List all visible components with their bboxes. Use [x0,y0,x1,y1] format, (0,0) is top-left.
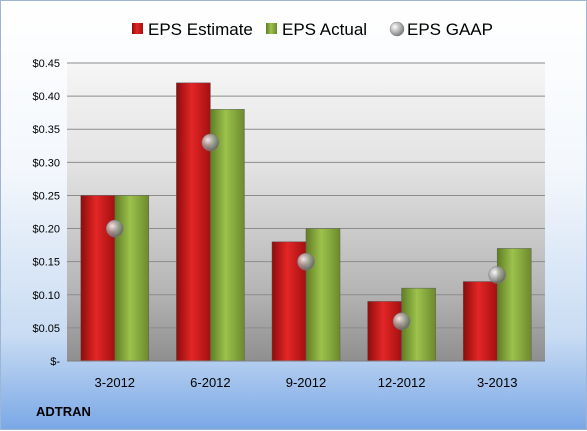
bars [80,82,532,362]
x-tick-label: 6-2012 [190,375,230,390]
gaap-markers [106,133,506,331]
x-tick-label: 12-2012 [378,375,426,390]
legend-swatch [266,23,277,34]
y-tick-label: $0.40 [32,91,60,103]
bar-eps-actual [210,109,245,362]
y-tick-label: $0.25 [32,190,60,202]
bar-eps-estimate [80,195,116,362]
legend-label: EPS Actual [282,20,367,39]
x-tick-label: 9-2012 [286,375,326,390]
legend-label: EPS Estimate [148,20,253,39]
bar-eps-actual [114,195,150,362]
bar-eps-estimate [367,301,402,362]
legend-swatch [389,21,405,37]
bar-eps-actual [496,248,532,362]
x-tick-label: 3-2012 [95,375,135,390]
y-tick-label: $0.15 [32,257,60,269]
marker-eps-gaap [392,312,411,331]
y-tick-label: $0.10 [32,290,60,302]
legend: EPS Estimate EPS Actual EPS GAAP [132,20,493,39]
y-tick-label: $0.30 [32,157,60,169]
x-tick-label: 3-2013 [477,375,517,390]
bar-eps-estimate [462,281,498,362]
marker-eps-gaap [297,252,315,271]
bar-eps-estimate [176,82,211,362]
y-tick-label: $0.20 [32,224,60,236]
x-axis-ticks: 3-2012 6-2012 9-2012 12-2012 3-2013 [95,375,518,390]
bar-eps-actual [305,228,341,362]
marker-eps-gaap [201,133,220,152]
marker-eps-gaap [488,266,506,284]
y-tick-label: $- [50,356,60,368]
y-axis-ticks: $- $0.05 $0.10 $0.15 $0.20 $0.25 $0.30 $0.35 $0.… [32,58,60,368]
y-tick-label: $0.05 [32,323,60,335]
legend-swatch [132,23,143,34]
marker-eps-gaap [106,219,124,238]
y-tick-label: $0.35 [32,124,60,136]
legend-label: EPS GAAP [407,20,493,39]
company-label: ADTRAN [36,404,91,419]
y-tick-label: $0.45 [32,58,60,70]
